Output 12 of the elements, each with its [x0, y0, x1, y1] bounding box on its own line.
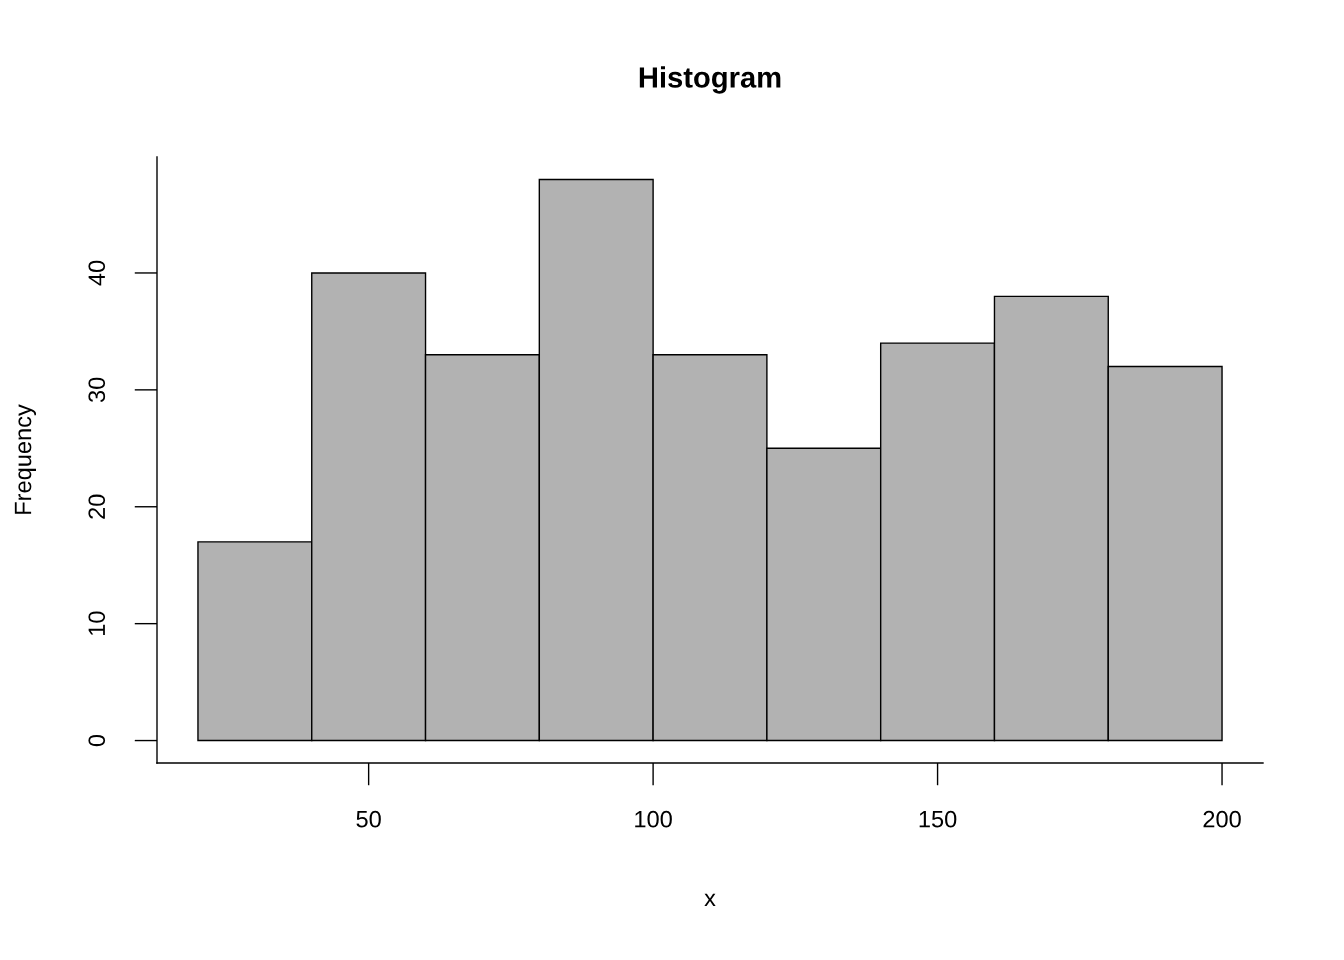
y-tick-label: 20 [88, 494, 106, 519]
x-tick-label: 150 [919, 810, 957, 828]
y-tick-label: 30 [88, 377, 106, 403]
y-tick-label: 0 [88, 734, 106, 747]
chart-title: Histogram [639, 66, 781, 94]
y-tick-label: 40 [88, 260, 106, 286]
y-tick-label: 10 [88, 611, 106, 635]
x-tick-label: 200 [1203, 810, 1241, 828]
x-tick-label: 50 [356, 810, 381, 828]
y-axis-title: Frequency [14, 404, 37, 514]
x-axis-title: x [704, 893, 716, 907]
x-tick-label: 100 [635, 810, 672, 828]
